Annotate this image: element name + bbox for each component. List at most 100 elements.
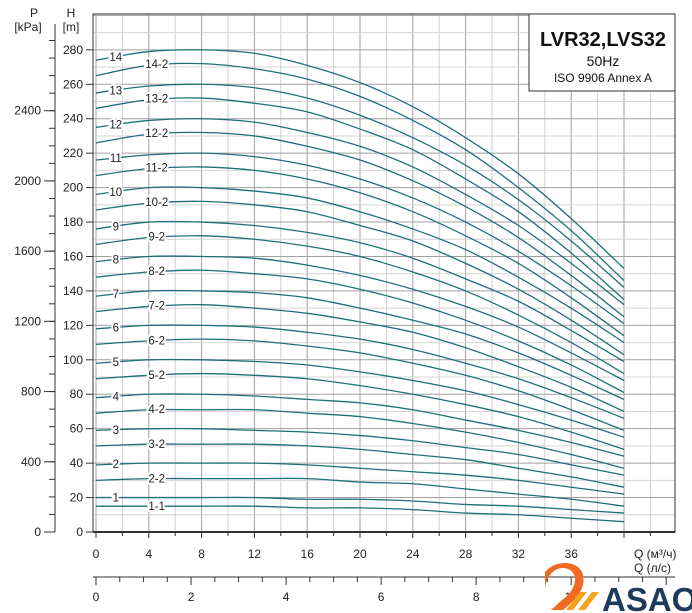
plot-frame <box>92 13 676 533</box>
p-axis-tick-label: 1200 <box>14 314 41 328</box>
curve-label-12-2: 12-2 <box>145 128 168 140</box>
h-axis-tick-label: 0 <box>76 525 83 539</box>
curve-4 <box>95 393 625 457</box>
curve-label-9: 9 <box>113 221 119 233</box>
x-axis-tick-label: 4 <box>145 547 152 561</box>
curve-13 <box>95 83 625 288</box>
curve-label-7-2: 7-2 <box>148 301 165 313</box>
curve-label-7: 7 <box>113 289 119 301</box>
curve-label-4: 4 <box>113 391 120 403</box>
h-axis-tick-label: 20 <box>70 491 84 505</box>
curve-5-2 <box>95 372 625 450</box>
curve-label-9-2: 9-2 <box>148 232 165 244</box>
curve-2 <box>95 462 625 495</box>
curve-7 <box>95 289 625 400</box>
curve-2-2 <box>95 477 625 507</box>
curve-label-8-2: 8-2 <box>148 266 165 278</box>
curve-9 <box>95 220 625 363</box>
curve-label-1: 1 <box>113 493 119 505</box>
curve-12 <box>95 118 625 306</box>
p-axis-tick-label: 2400 <box>14 104 41 118</box>
x2-axis-tick-label: 6 <box>378 590 385 604</box>
p-axis-tick-label: 0 <box>34 525 41 539</box>
logo-swan-icon <box>545 563 584 610</box>
curve-label-5-2: 5-2 <box>148 370 165 382</box>
h-axis-tick-label: 100 <box>63 353 83 367</box>
curve-label-11-2: 11-2 <box>146 163 168 175</box>
curve-12-2 <box>95 131 625 318</box>
curve-10 <box>95 186 625 344</box>
curve-8-2 <box>95 269 625 394</box>
curve-7-2 <box>95 303 625 413</box>
p-axis-tick-label: 800 <box>21 385 41 399</box>
curve-label-13: 13 <box>109 85 122 97</box>
curve-label-6: 6 <box>113 323 119 335</box>
curve-label-2: 2 <box>113 459 119 471</box>
curve-11-2 <box>95 166 625 337</box>
x2-axis-tick-label: 2 <box>188 590 195 604</box>
x-axis-tick-label: 16 <box>301 547 315 561</box>
x2-axis-tick-label: 0 <box>93 590 100 604</box>
h-axis-tick-label: 120 <box>63 318 83 332</box>
curve-3 <box>95 427 625 476</box>
h-axis-tick-label: 60 <box>70 422 84 436</box>
h-axis-tick-label: 280 <box>63 43 83 57</box>
curve-label-10: 10 <box>109 187 122 199</box>
x2-axis-title: Q (л/с) <box>634 561 671 575</box>
curves: 1 1-1 2 2-2 3 3-2 4 4-2 5 5-2 6 6-2 7 7-2 8 8-2 9 9-2 10 10… <box>95 49 625 523</box>
chart-standard: ISO 9906 Annex A <box>554 71 652 85</box>
chart-subtitle: 50Hz <box>587 53 620 69</box>
curve-label-13-2: 13-2 <box>145 93 168 105</box>
curve-9-2 <box>95 235 625 375</box>
curve-label-11: 11 <box>110 153 122 165</box>
curve-label-3: 3 <box>113 425 119 437</box>
x-axis-tick-label: 28 <box>459 547 473 561</box>
curve-label-1-1: 1-1 <box>148 501 165 513</box>
curve-label-12: 12 <box>109 120 122 132</box>
axes: 0204060801001201401601802002202402602800… <box>14 13 676 604</box>
h-axis-tick-label: 200 <box>63 181 83 195</box>
curve-14 <box>95 49 625 270</box>
p-axis-tick-label: 2000 <box>14 174 41 188</box>
curve-label-2-2: 2-2 <box>148 473 165 485</box>
h-axis-tick-label: 220 <box>63 146 83 160</box>
x2-axis-tick-label: 4 <box>283 590 290 604</box>
h-axis-unit: [m] <box>63 20 80 34</box>
curve-8 <box>95 255 625 382</box>
x-axis-tick-label: 36 <box>565 547 579 561</box>
curve-1-1 <box>96 505 625 523</box>
h-axis-tick-label: 260 <box>63 77 83 91</box>
h-axis-tick-label: 160 <box>63 249 83 263</box>
curve-label-4-2: 4-2 <box>148 404 165 416</box>
h-axis-tick-label: 80 <box>70 387 84 401</box>
curve-label-10-2: 10-2 <box>145 197 168 209</box>
curve-label-14: 14 <box>109 52 122 64</box>
logo-stripes <box>566 592 599 610</box>
curve-4-2 <box>95 408 625 469</box>
asao-logo: ASAO <box>545 563 692 613</box>
curve-label-5: 5 <box>113 357 119 369</box>
logo-text: ASAO <box>602 581 692 613</box>
h-axis-tick-label: 240 <box>63 112 83 126</box>
curve-6-2 <box>95 338 625 432</box>
curve-label-6-2: 6-2 <box>148 335 165 347</box>
curve-1 <box>95 496 625 514</box>
h-axis-tick-label: 180 <box>63 215 83 229</box>
curve-label-3-2: 3-2 <box>148 439 165 451</box>
curve-10-2 <box>95 200 625 356</box>
curve-6 <box>95 324 625 419</box>
x-axis-title: Q (м³/ч) <box>634 547 677 561</box>
h-axis-tick-label: 40 <box>70 456 84 470</box>
curve-13-2 <box>95 97 625 301</box>
curve-11 <box>95 152 625 325</box>
curve-label-14-2: 14-2 <box>145 59 168 71</box>
curve-14-2 <box>95 62 625 282</box>
x-axis-tick-label: 8 <box>198 547 205 561</box>
curve-label-8: 8 <box>113 255 119 267</box>
title-box: LVR32,LVS32 50Hz ISO 9906 Annex A <box>528 13 676 92</box>
x-axis-tick-label: 12 <box>248 547 262 561</box>
p-axis-tick-label: 1600 <box>14 244 41 258</box>
curve-5 <box>95 358 625 438</box>
p-axis-title: P <box>30 6 38 20</box>
